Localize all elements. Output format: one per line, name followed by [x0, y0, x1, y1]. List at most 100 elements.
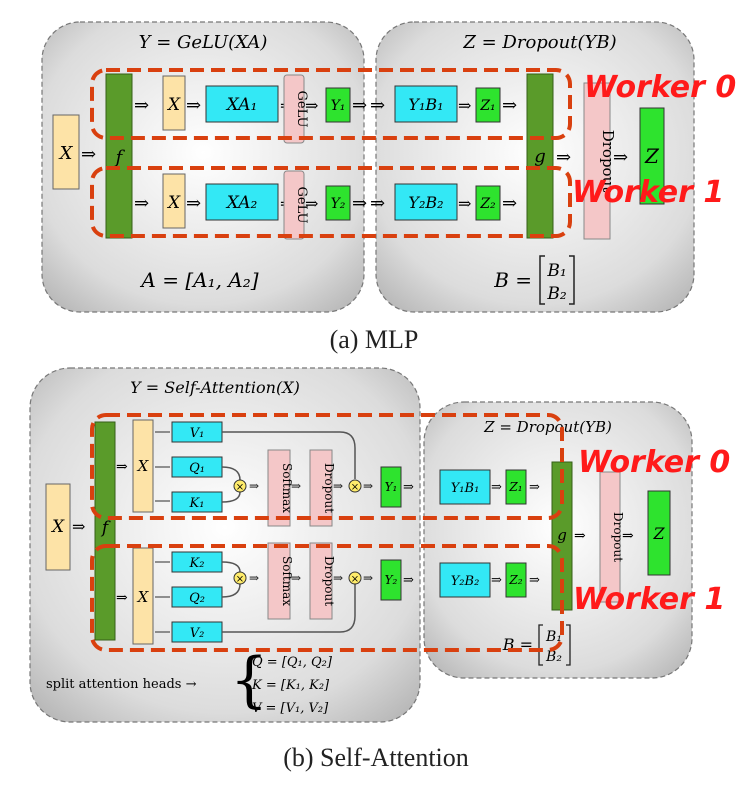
attn-row1-k: K₂	[189, 556, 205, 571]
mlp-row0-gelu-box	[283, 74, 305, 144]
mlp-worker1-outline	[90, 166, 572, 238]
bracket-left-icon	[538, 624, 543, 666]
attn-row1-y-box	[380, 559, 402, 601]
mlp-input-x-box	[52, 114, 80, 190]
arrow-icon: ⇒	[403, 573, 414, 588]
mlp-z-out-label: Z	[644, 144, 660, 168]
multiply-icon	[233, 479, 247, 493]
attn-v-equation: V = [V₁, V₂]	[252, 701, 329, 716]
mlp-row0-yb-box	[394, 85, 458, 123]
attn-worker1-outline	[90, 544, 564, 652]
attn-row0-y: Y₁	[385, 480, 398, 494]
multiply-glyph: ×	[351, 574, 359, 585]
attn-row0-k: K₁	[189, 496, 205, 511]
mlp-row1-y-box	[325, 185, 351, 221]
mlp-row1-yb-box	[394, 183, 458, 221]
mlp-row0-z: Z₁	[479, 98, 495, 114]
mlp-row0-y: Y₁	[331, 98, 346, 114]
multiply-glyph: ×	[236, 574, 244, 585]
mlp-row1-xa: XA₂	[225, 193, 258, 213]
attn-b-row2: B₂	[545, 649, 562, 665]
attn-row0-dropout-box	[309, 449, 333, 527]
mlp-y-equation: Y = GeLU(XA)	[139, 32, 268, 53]
attn-row0-y-box	[380, 466, 402, 508]
attn-row0-softmax: Softmax	[280, 463, 294, 513]
mlp-row1-gelu-box	[283, 170, 305, 240]
arrow-icon: ⇒	[458, 194, 471, 213]
connector-line	[222, 584, 356, 633]
mlp-dropout-label: Dropout	[599, 130, 617, 193]
arrow-icon: ⇒	[116, 590, 128, 606]
mlp-b-left: B =	[493, 268, 532, 292]
arrow-icon: ⇒	[574, 528, 586, 544]
arrow-icon: ⇒	[305, 194, 318, 213]
arrow-icon: ⇒	[403, 480, 414, 495]
attn-section: Y = Self-Attention(X) Z = Dropout(YB) X …	[29, 367, 730, 772]
attn-worker0-label: Worker 0	[578, 445, 730, 480]
attn-row0-x-box	[132, 419, 154, 513]
attn-row1-dropout-box	[309, 542, 333, 620]
attn-f-label: f	[100, 518, 111, 538]
mlp-row1-x-box	[162, 173, 186, 229]
attn-worker0-outline	[90, 413, 564, 520]
mlp-b-row1: B₁	[546, 261, 566, 281]
attn-row-1: ⇒ X K₂ Q₂ V₂ × ⇒ Softmax ⇒ Dropout ⇒ × ⇒	[116, 542, 540, 645]
bracket-right-icon	[569, 255, 575, 305]
attn-input-x-label: X	[50, 517, 65, 537]
attn-row1-z-box	[505, 562, 527, 598]
attn-row0-yb: Y₁B₁	[451, 481, 480, 496]
mlp-row1-gelu: GeLU	[294, 187, 309, 224]
attn-z-out-box	[647, 490, 671, 576]
attn-row0-z: Z₁	[508, 480, 522, 494]
bracket-left-icon	[539, 255, 545, 305]
arrow-icon: ⇒	[249, 479, 259, 493]
attn-row1-v: V₂	[190, 626, 205, 641]
connector-line	[221, 561, 241, 598]
arrow-icon: ⇒	[529, 480, 540, 495]
arrow-icon: ⇒	[613, 147, 628, 168]
arrow-icon: ⇒	[72, 517, 85, 536]
mlp-row0-yb: Y₁B₁	[408, 95, 443, 114]
multiply-glyph: ×	[236, 482, 244, 493]
mlp-worker0-outline	[90, 68, 572, 140]
multiply-icon	[233, 571, 247, 585]
connector-line	[222, 431, 356, 479]
attn-row1-y: Y₂	[385, 573, 398, 587]
attn-dropout-out-label: Dropout	[611, 512, 625, 562]
arrow-icon: ⇒	[370, 193, 385, 214]
attn-y-equation: Y = Self-Attention(X)	[130, 378, 300, 397]
mlp-row0-xa-box	[205, 85, 279, 123]
mlp-z-equation: Z = Dropout(YB)	[462, 32, 616, 53]
arrow-icon	[155, 561, 170, 633]
mlp-row0-x-box	[162, 75, 186, 131]
attn-split-label: split attention heads →	[46, 677, 197, 692]
attn-row0-v: V₁	[190, 426, 205, 441]
arrow-icon: ⇒	[363, 571, 373, 585]
attn-row1-z: Z₂	[508, 573, 522, 587]
attn-f-bar	[94, 421, 116, 641]
mlp-worker0-label: Worker 0	[584, 70, 736, 105]
mlp-caption: (a) MLP	[330, 325, 419, 354]
multiply-icon	[348, 479, 362, 493]
attn-row1-softmax: Softmax	[280, 556, 294, 606]
arrow-icon: ⇒	[556, 147, 571, 168]
bracket-right-icon	[566, 624, 571, 666]
arrow-icon: ⇒	[134, 95, 149, 116]
arrow-icon: ⇒	[333, 479, 343, 493]
mlp-input-x-label: X	[58, 143, 74, 164]
mlp-g-label: g	[534, 146, 546, 167]
attn-b-row1: B₁	[545, 629, 562, 645]
arrow-icon: ⇒	[186, 193, 201, 214]
attn-row1-x: X	[137, 588, 150, 606]
arrow-icon: ⇒	[363, 479, 373, 493]
attn-caption: (b) Self-Attention	[283, 743, 469, 772]
mlp-b-equation: B = B₁ B₂	[493, 255, 575, 305]
attn-row-0: ⇒ X V₁ Q₁ K₁ × ⇒ Softmax ⇒ Dropout ⇒ × ⇒	[116, 419, 540, 527]
mlp-row-0: ⇒ X ⇒ XA₁ ⇒ GeLU ⇒ Y₁ ⇒ ⇒ Y₁B₁ ⇒ Z₁ ⇒	[134, 74, 517, 144]
mlp-z-out-box	[639, 107, 665, 205]
attn-row0-dropout: Dropout	[322, 463, 336, 513]
mlp-a-equation: A = [A₁, A₂]	[139, 268, 258, 292]
brace-icon: {	[230, 645, 268, 715]
attn-q-equation: Q = [Q₁, Q₂]	[252, 655, 333, 670]
arrow-icon: ⇒	[352, 193, 367, 214]
